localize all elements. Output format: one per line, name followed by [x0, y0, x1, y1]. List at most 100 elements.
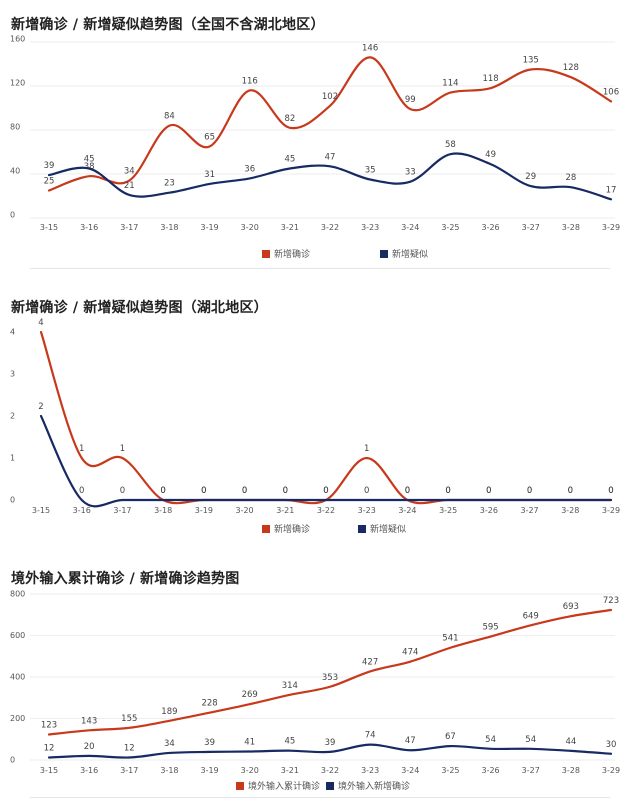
data-label: 427 — [362, 657, 378, 667]
data-label: 353 — [322, 673, 338, 683]
data-label: 31 — [204, 170, 215, 180]
x-tick-label: 3-21 — [276, 506, 294, 515]
data-label: 54 — [485, 735, 496, 745]
x-tick-label: 3-18 — [160, 766, 178, 775]
data-label: 47 — [325, 152, 336, 162]
data-label: 35 — [365, 166, 376, 176]
legend-label: 新增疑似 — [370, 525, 407, 535]
x-tick-label: 3-16 — [73, 506, 91, 515]
data-label: 189 — [161, 707, 177, 717]
data-label: 0 — [527, 486, 532, 496]
data-label: 0 — [242, 486, 247, 496]
data-label: 49 — [485, 150, 496, 160]
x-tick-label: 3-22 — [321, 766, 339, 775]
data-label: 0 — [79, 486, 84, 496]
data-label: 41 — [244, 737, 255, 747]
y-tick-label: 1 — [10, 454, 15, 463]
chart-title: 境外输入累计确诊 / 新增确诊趋势图 — [11, 571, 240, 587]
y-tick-label: 800 — [10, 590, 25, 599]
data-label: 123 — [41, 720, 57, 730]
data-label: 118 — [482, 74, 498, 84]
data-label: 106 — [603, 87, 619, 97]
legend-label: 境外输入新增确诊 — [338, 782, 411, 792]
legend-swatch-suspected — [358, 524, 367, 533]
data-label: 0 — [568, 486, 573, 496]
x-tick-label: 3-17 — [113, 506, 131, 515]
data-label: 28 — [565, 173, 576, 183]
data-label: 45 — [84, 155, 95, 165]
data-label: 0 — [160, 486, 165, 496]
legend-item-suspected: 新增疑似 — [380, 247, 428, 260]
x-tick-label: 3-20 — [241, 766, 259, 775]
legend-item-cumulative: 境外输入累计确诊 — [236, 779, 320, 792]
x-tick-label: 3-27 — [522, 766, 540, 775]
data-label: 74 — [365, 731, 376, 741]
line-chart-hubei: 0 1 2 3 4 3-15 3-16 3-17 3-18 3-19 3-20 3-21 3-22 3-2… — [10, 318, 620, 515]
x-tick-label: 3-20 — [241, 223, 259, 232]
legend-label: 新增确诊 — [274, 525, 311, 535]
series-line — [47, 608, 613, 736]
data-label: 36 — [244, 164, 255, 174]
chart-title: 新增确诊 / 新增疑似趋势图（全国不含湖北地区） — [11, 17, 325, 33]
x-tick-label: 3-26 — [480, 506, 498, 515]
x-tick-label: 3-26 — [481, 223, 499, 232]
x-tick-label: 3-27 — [522, 223, 540, 232]
chart-panel-national: 新增确诊 / 新增疑似趋势图（全国不含湖北地区） 0 40 80 120 160 3-15… — [0, 0, 640, 272]
legend-item-confirmed: 新增确诊 — [262, 247, 310, 260]
x-tick-label: 3-21 — [281, 766, 299, 775]
data-label: 0 — [323, 486, 328, 496]
data-label: 0 — [486, 486, 491, 496]
y-tick-label: 40 — [10, 167, 20, 176]
data-label: 649 — [523, 611, 539, 621]
x-tick-label: 3-17 — [120, 766, 138, 775]
legend-swatch-confirmed — [262, 524, 270, 533]
series-line — [47, 152, 613, 201]
legend-label: 境外输入累计确诊 — [248, 782, 321, 792]
data-label: 33 — [405, 168, 416, 178]
data-label: 29 — [525, 172, 536, 182]
x-tick-label: 3-22 — [317, 506, 335, 515]
data-label: 0 — [242, 486, 247, 496]
data-label: 693 — [563, 602, 579, 612]
data-label: 12 — [44, 744, 55, 754]
data-label: 1 — [364, 444, 369, 454]
x-tick-label: 3-18 — [154, 506, 172, 515]
data-label: 0 — [568, 486, 573, 496]
line-chart-imported: 0 200 400 600 800 3-15 3-16 3-17 3-18 3-19 3-20 3-2… — [10, 590, 620, 776]
legend-swatch-suspected — [380, 249, 389, 258]
x-tick-label: 3-29 — [602, 506, 620, 515]
x-tick-label: 3-29 — [602, 766, 620, 775]
x-tick-label: 3-23 — [358, 506, 376, 515]
series-line — [47, 56, 613, 192]
data-label: 0 — [323, 486, 328, 496]
y-tick-label: 0 — [10, 496, 15, 505]
x-tick-label: 3-25 — [441, 223, 459, 232]
data-label: 1 — [120, 444, 125, 454]
y-tick-label: 400 — [10, 673, 25, 682]
data-label: 45 — [284, 737, 295, 747]
legend-item-confirmed: 新增确诊 — [262, 522, 310, 535]
data-label: 0 — [120, 486, 125, 496]
data-label: 146 — [362, 43, 378, 53]
data-label: 39 — [325, 738, 336, 748]
panel-divider — [30, 268, 610, 269]
x-tick-label: 3-28 — [562, 223, 580, 232]
legend-swatch-new — [326, 781, 335, 790]
series-line — [39, 414, 613, 508]
data-label: 228 — [201, 699, 217, 709]
data-label: 269 — [242, 690, 258, 700]
series-line — [39, 330, 613, 505]
data-label: 116 — [242, 76, 258, 86]
x-tick-label: 3-29 — [602, 223, 620, 232]
data-label: 102 — [322, 92, 338, 102]
line-chart-national: 0 40 80 120 160 3-15 3-16 3-17 3-18 3-19 3-20 3-21 3… — [10, 35, 620, 233]
x-tick-label: 3-21 — [281, 223, 299, 232]
data-label: 25 — [44, 177, 55, 187]
data-label: 82 — [284, 114, 295, 124]
y-tick-label: 4 — [10, 328, 15, 337]
x-tick-label: 3-20 — [235, 506, 253, 515]
data-label: 39 — [44, 161, 55, 171]
x-tick-label: 3-15 — [32, 506, 50, 515]
data-label: 17 — [606, 185, 617, 195]
y-tick-label: 600 — [10, 631, 25, 640]
